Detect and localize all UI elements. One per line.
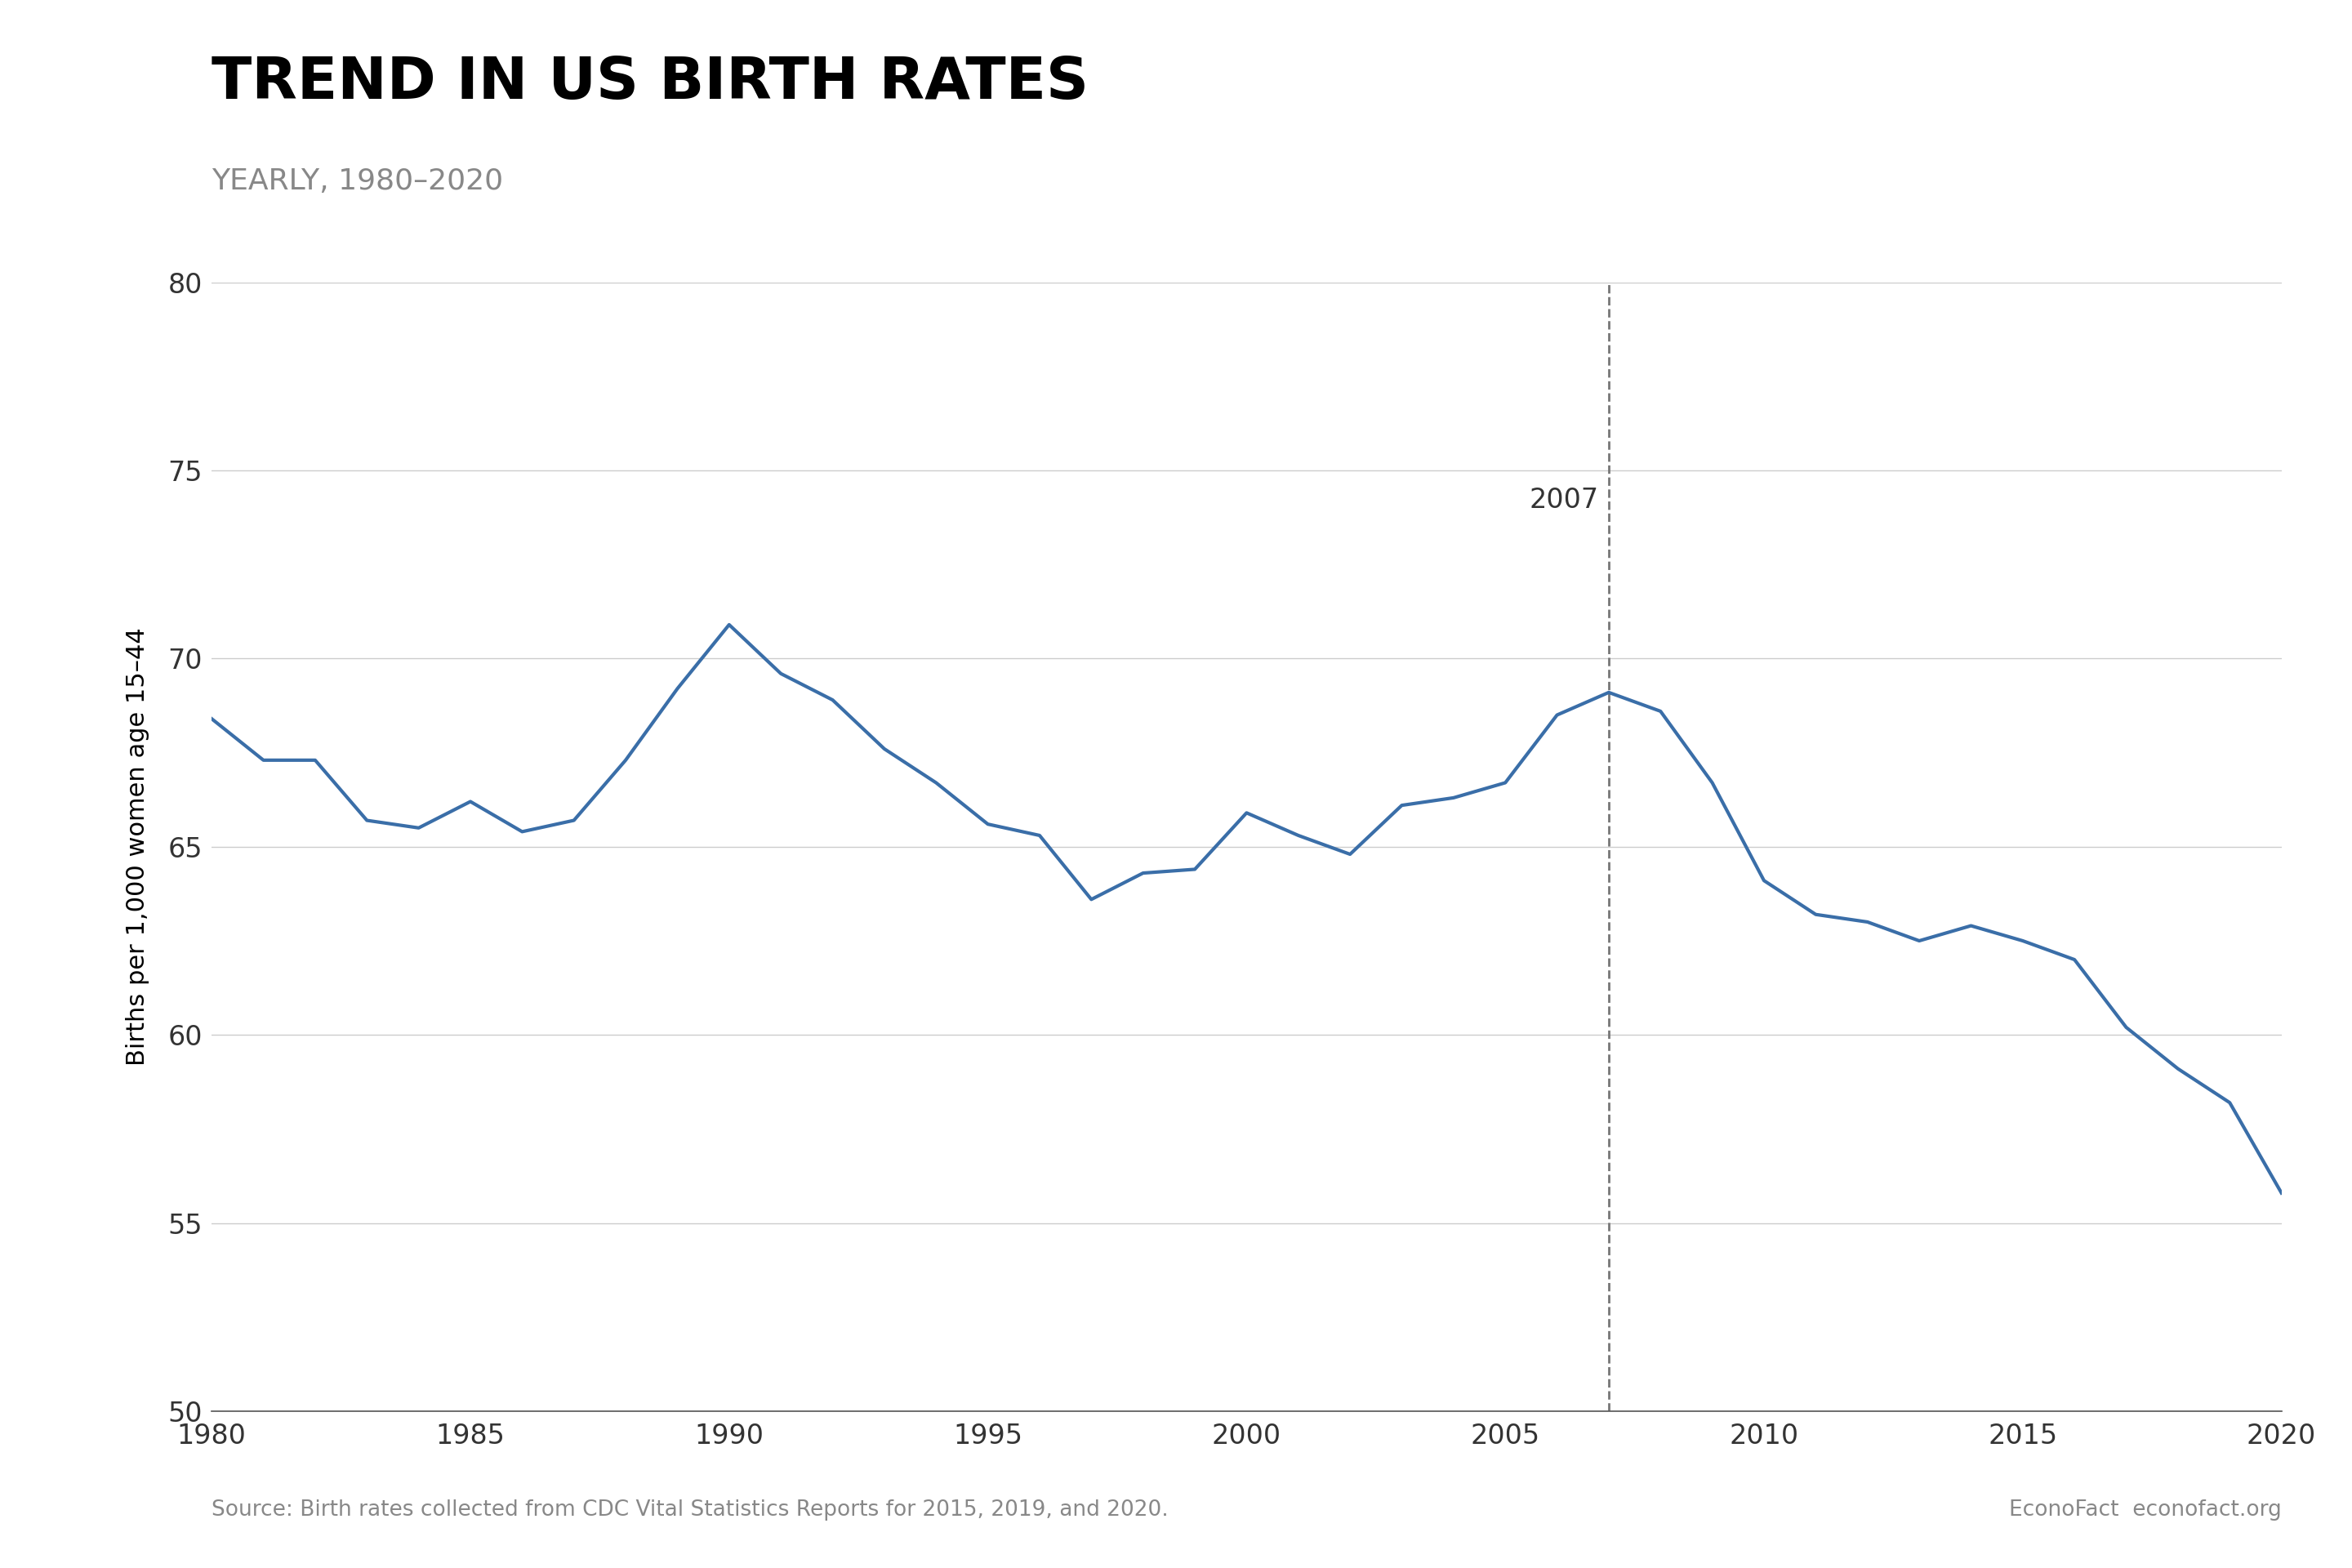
Text: YEARLY, 1980–2020: YEARLY, 1980–2020	[212, 168, 503, 196]
Text: TREND IN US BIRTH RATES: TREND IN US BIRTH RATES	[212, 55, 1089, 111]
Text: Source: Birth rates collected from CDC Vital Statistics Reports for 2015, 2019, : Source: Birth rates collected from CDC V…	[212, 1499, 1169, 1521]
Text: 2007: 2007	[1529, 488, 1599, 514]
Text: EconoFact  econofact.org: EconoFact econofact.org	[2009, 1499, 2281, 1521]
Y-axis label: Births per 1,000 women age 15–44: Births per 1,000 women age 15–44	[127, 627, 151, 1066]
